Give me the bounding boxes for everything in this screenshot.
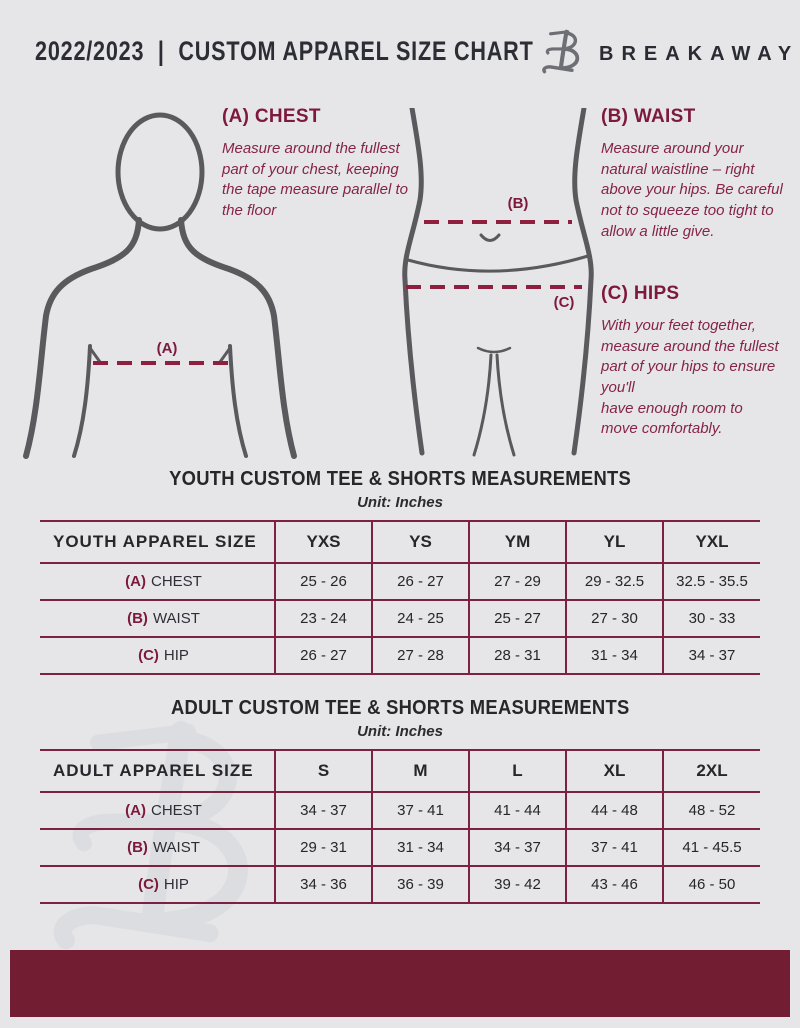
table-cell: 26 - 27 (371, 563, 469, 600)
table-cell: 41 - 44 (468, 792, 566, 829)
instruction-hips-heading: (C) HIPS (601, 283, 680, 304)
youth-size-header: YOUTH APPAREL SIZE (53, 532, 257, 551)
figure-marker-waist: (B) (508, 195, 529, 212)
youth-section-title: YOUTH CUSTOM TEE & SHORTS MEASUREMENTS (168, 468, 631, 490)
table-cell: 25 - 27 (468, 600, 566, 637)
instruction-waist-heading: (B) WAIST (601, 106, 696, 127)
table-cell: 37 - 41 (371, 792, 469, 829)
youth-col-ym: YM (468, 521, 566, 563)
youth-chest-label: (A) CHEST (40, 563, 275, 600)
adult-col-xl: XL (565, 750, 663, 792)
youth-size-table: YOUTH APPAREL SIZE YXS YS YM YL YXL (A) C… (40, 520, 760, 675)
table-row: (C) HIP 34 - 36 36 - 39 39 - 42 43 - 46 4… (40, 866, 760, 903)
table-cell: 25 - 26 (274, 563, 372, 600)
table-cell: 31 - 34 (371, 829, 469, 866)
table-cell: 29 - 32.5 (565, 563, 663, 600)
adult-col-m: M (371, 750, 469, 792)
instruction-waist: (B) WAIST Measure around your natural wa… (601, 106, 783, 242)
table-cell: 24 - 25 (371, 600, 469, 637)
youth-waist-label: (B) WAIST (40, 600, 275, 637)
lower-body-figure: (B) (C) (402, 108, 594, 457)
adult-section-title: ADULT CUSTOM TEE & SHORTS MEASUREMENTS (170, 697, 630, 719)
youth-col-ys: YS (371, 521, 469, 563)
table-row: (A) CHEST 25 - 26 26 - 27 27 - 29 29 - 32… (40, 563, 760, 600)
table-row: (A) CHEST 34 - 37 37 - 41 41 - 44 44 - 48… (40, 792, 760, 829)
table-cell: 41 - 45.5 (662, 829, 760, 866)
row-prefix: (A) (125, 573, 146, 590)
table-cell: 32.5 - 35.5 (662, 563, 760, 600)
row-prefix: (B) (127, 610, 148, 627)
table-cell: 30 - 33 (662, 600, 760, 637)
table-row: (C) HIP 26 - 27 27 - 28 28 - 31 31 - 34 3… (40, 637, 760, 674)
table-cell: 27 - 28 (371, 637, 469, 674)
table-row: (B) WAIST 29 - 31 31 - 34 34 - 37 37 - 41… (40, 829, 760, 866)
instruction-hips: (C) HIPS With your feet together, measur… (601, 283, 783, 440)
table-cell: 23 - 24 (274, 600, 372, 637)
row-label: WAIST (152, 839, 200, 856)
table-cell: 34 - 37 (468, 829, 566, 866)
youth-col-yxs: YXS (274, 521, 372, 563)
row-label: CHEST (150, 802, 202, 819)
table-cell: 27 - 30 (565, 600, 663, 637)
youth-unit-label: Unit: Inches (357, 494, 443, 511)
table-cell: 37 - 41 (565, 829, 663, 866)
youth-col-yxl: YXL (662, 521, 760, 563)
instruction-hips-body: With your feet together, measure around … (601, 317, 779, 438)
brand-name: BREAKAWAY (599, 43, 800, 65)
adult-section: ADULT CUSTOM TEE & SHORTS MEASUREMENTS U… (40, 697, 760, 904)
adult-size-table: ADULT APPAREL SIZE S M L XL 2XL (A) CHEST… (40, 749, 760, 904)
footer-bar (10, 950, 790, 1017)
table-row: (B) WAIST 23 - 24 24 - 25 25 - 27 27 - 30… (40, 600, 760, 637)
adult-unit-label: Unit: Inches (357, 723, 443, 740)
page-title: 2022/2023 | CUSTOM APPAREL SIZE CHART (35, 36, 534, 66)
breakaway-logo-icon (541, 22, 585, 80)
figure-marker-hips: (C) (554, 294, 575, 311)
table-cell: 27 - 29 (468, 563, 566, 600)
table-cell: 43 - 46 (565, 866, 663, 903)
table-cell: 28 - 31 (468, 637, 566, 674)
adult-col-2xl: 2XL (662, 750, 760, 792)
table-cell: 44 - 48 (565, 792, 663, 829)
youth-section: YOUTH CUSTOM TEE & SHORTS MEASUREMENTS U… (40, 468, 760, 675)
table-cell: 26 - 27 (274, 637, 372, 674)
row-label: HIP (163, 876, 189, 893)
row-label: HIP (163, 647, 189, 664)
adult-waist-label: (B) WAIST (40, 829, 275, 866)
row-prefix: (C) (138, 876, 159, 893)
table-cell: 34 - 36 (274, 866, 372, 903)
figure-marker-chest: (A) (157, 340, 178, 357)
table-cell: 34 - 37 (274, 792, 372, 829)
table-cell: 46 - 50 (662, 866, 760, 903)
table-cell: 36 - 39 (371, 866, 469, 903)
table-cell: 34 - 37 (662, 637, 760, 674)
adult-size-header: ADULT APPAREL SIZE (53, 761, 254, 780)
upper-body-figure: (A) (23, 112, 297, 459)
adult-hip-label: (C) HIP (40, 866, 275, 903)
row-label: WAIST (152, 610, 200, 627)
youth-hip-label: (C) HIP (40, 637, 275, 674)
adult-col-s: S (274, 750, 372, 792)
row-label: CHEST (150, 573, 202, 590)
instruction-chest-body: Measure around the fullest part of your … (222, 140, 408, 220)
adult-col-l: L (468, 750, 566, 792)
youth-col-yl: YL (565, 521, 663, 563)
instruction-chest: (A) CHEST Measure around the fullest par… (222, 106, 414, 222)
youth-header-row: YOUTH APPAREL SIZE YXS YS YM YL YXL (40, 521, 760, 563)
table-cell: 48 - 52 (662, 792, 760, 829)
row-prefix: (B) (127, 839, 148, 856)
row-prefix: (C) (138, 647, 159, 664)
instruction-chest-heading: (A) CHEST (222, 106, 321, 127)
table-cell: 39 - 42 (468, 866, 566, 903)
table-cell: 29 - 31 (274, 829, 372, 866)
adult-chest-label: (A) CHEST (40, 792, 275, 829)
instruction-waist-body: Measure around your natural waistline – … (601, 140, 783, 240)
row-prefix: (A) (125, 802, 146, 819)
adult-header-row: ADULT APPAREL SIZE S M L XL 2XL (40, 750, 760, 792)
table-cell: 31 - 34 (565, 637, 663, 674)
